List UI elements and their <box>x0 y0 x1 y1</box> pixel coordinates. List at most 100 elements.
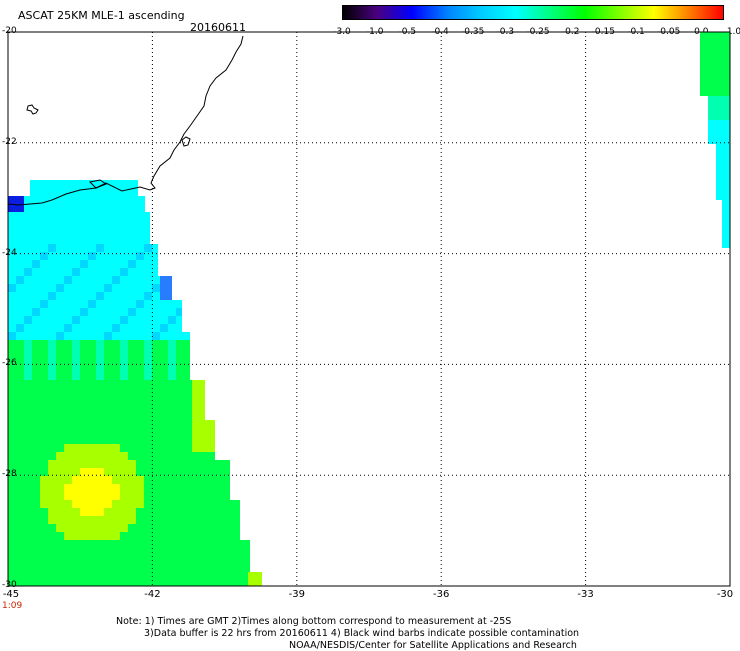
wind-cell <box>240 572 248 580</box>
wind-cell <box>32 324 40 332</box>
wind-cell <box>56 572 64 580</box>
wind-cell <box>192 452 200 460</box>
wind-cell <box>8 532 16 540</box>
wind-cell <box>208 500 216 508</box>
wind-cell <box>16 388 24 396</box>
wind-cell <box>8 356 16 364</box>
wind-cell <box>152 252 158 260</box>
wind-cell <box>144 372 152 380</box>
wind-cell <box>112 204 120 212</box>
wind-cell <box>8 412 16 420</box>
wind-cell <box>104 412 112 420</box>
wind-cell <box>80 340 88 348</box>
wind-cell <box>62 188 70 196</box>
wind-cell <box>208 548 216 556</box>
wind-cell <box>192 444 200 452</box>
wind-cell <box>96 388 104 396</box>
wind-cell <box>120 524 128 532</box>
wind-cell <box>96 492 104 500</box>
wind-cell <box>88 324 96 332</box>
wind-cell <box>88 276 96 284</box>
wind-cell <box>48 452 56 460</box>
wind-cell <box>64 396 72 404</box>
wind-cell <box>216 580 224 586</box>
wind-cell <box>16 468 24 476</box>
wind-cell <box>120 460 128 468</box>
wind-cell <box>16 348 24 356</box>
wind-cell <box>232 548 240 556</box>
wind-cell <box>136 316 144 324</box>
wind-cell <box>24 284 32 292</box>
wind-cell <box>96 476 104 484</box>
wind-cell <box>16 540 24 548</box>
wind-cell <box>16 500 24 508</box>
wind-cell <box>88 332 96 340</box>
wind-cell <box>88 380 96 388</box>
wind-cell <box>160 324 168 332</box>
wind-cell <box>136 412 144 420</box>
wind-cell <box>48 556 56 564</box>
wind-cell <box>56 268 64 276</box>
wind-cell <box>120 532 128 540</box>
wind-cell <box>120 276 128 284</box>
wind-cell <box>16 572 24 580</box>
wind-cell <box>168 364 176 372</box>
wind-cell <box>56 228 64 236</box>
wind-cell <box>24 516 32 524</box>
wind-cell <box>16 532 24 540</box>
wind-cell <box>40 196 48 204</box>
wind-cell <box>120 196 128 204</box>
wind-cell <box>136 532 144 540</box>
wind-cell <box>56 204 64 212</box>
wind-cell <box>216 572 224 580</box>
wind-cell <box>88 420 96 428</box>
map-frame <box>7 31 731 587</box>
wind-cell <box>200 500 208 508</box>
wind-cell <box>144 460 152 468</box>
wind-cell <box>80 372 88 380</box>
wind-cell <box>176 444 184 452</box>
wind-cell <box>160 572 168 580</box>
wind-cell <box>716 184 730 192</box>
wind-cell <box>80 348 88 356</box>
wind-cell <box>168 324 176 332</box>
wind-cell <box>88 564 96 572</box>
wind-cell <box>56 260 64 268</box>
wind-cell <box>192 564 200 572</box>
wind-cell <box>96 412 104 420</box>
wind-cell <box>104 436 112 444</box>
wind-cell <box>144 196 145 204</box>
wind-cell <box>224 468 230 476</box>
wind-cell <box>88 388 96 396</box>
wind-cell <box>80 532 88 540</box>
wind-cell <box>232 540 240 548</box>
wind-cell <box>176 468 184 476</box>
wind-cell <box>112 220 120 228</box>
wind-cell <box>56 556 64 564</box>
coastal-island <box>26 104 39 115</box>
wind-cell <box>40 220 48 228</box>
wind-cell <box>88 548 96 556</box>
wind-cell <box>104 380 112 388</box>
wind-cell <box>216 532 224 540</box>
wind-cell <box>152 356 160 364</box>
wind-cell <box>152 412 160 420</box>
wind-cell <box>200 580 208 586</box>
wind-cell <box>708 128 730 136</box>
wind-cell <box>120 236 128 244</box>
wind-cell <box>70 180 78 188</box>
wind-cell <box>700 80 730 88</box>
wind-cell <box>112 460 120 468</box>
wind-cell <box>700 48 730 56</box>
wind-cell <box>136 500 144 508</box>
wind-cell <box>232 508 240 516</box>
wind-cell <box>24 428 32 436</box>
wind-cell <box>144 276 152 284</box>
wind-cell <box>24 540 32 548</box>
wind-cell <box>72 340 80 348</box>
wind-cell <box>56 436 64 444</box>
wind-cell <box>72 428 80 436</box>
wind-cell <box>56 380 64 388</box>
wind-cell <box>152 532 160 540</box>
wind-cell <box>64 500 72 508</box>
